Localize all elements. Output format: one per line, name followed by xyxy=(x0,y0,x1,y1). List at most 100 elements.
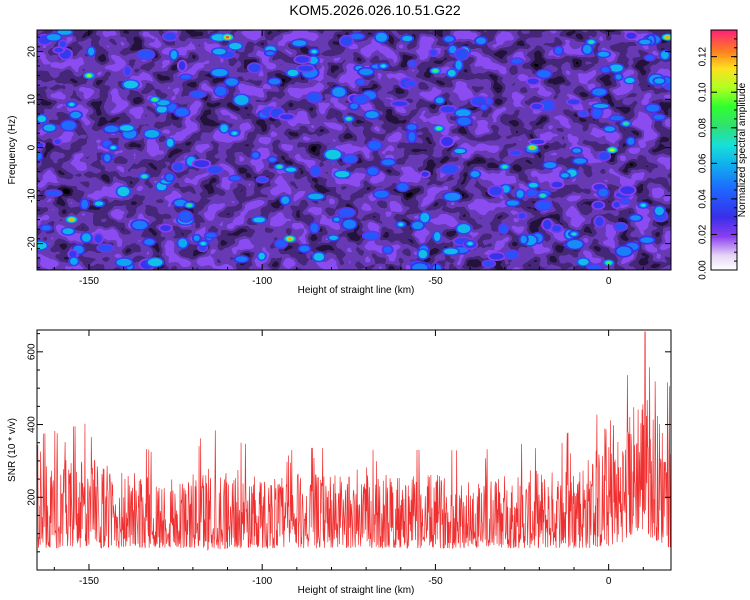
spectrum-blob-core xyxy=(248,63,261,73)
spectrum-blob-core xyxy=(544,162,557,169)
spectrum-blob-core xyxy=(178,238,188,248)
top-x-axis-label: Height of straight line (km) xyxy=(298,285,415,296)
spectrum-hotspot xyxy=(498,163,511,171)
spectrum-hotspot xyxy=(65,216,78,224)
x-tick-label: -50 xyxy=(428,276,443,287)
spectrum-blob-core xyxy=(193,160,210,168)
spectrum-blob-core xyxy=(409,60,415,67)
bottom-y-axis: 200 400 600 xyxy=(27,333,671,553)
spectrum-blob-core xyxy=(435,97,444,104)
spectrum-blob-core xyxy=(470,171,480,178)
spectrum-blob-core xyxy=(392,101,408,106)
hotspot-layer xyxy=(37,30,671,270)
spectrum-blob-core xyxy=(307,92,321,102)
colorbar-tick-label: 0.02 xyxy=(698,224,709,244)
snr-frame xyxy=(36,329,672,571)
y-tick-label: 0 xyxy=(27,144,38,150)
spectrum-hotspot xyxy=(637,201,650,209)
spectrum-blob-core xyxy=(397,183,408,191)
spectrum-hotspot xyxy=(308,48,321,56)
colorbar-gradient xyxy=(710,29,738,271)
spectrum-blob-core xyxy=(215,86,227,96)
spectrum-blob-core xyxy=(368,141,381,150)
spectrum-blob-core xyxy=(41,225,51,231)
spectrum-blob-core xyxy=(583,44,592,54)
colorbar-ticks: 0.00 0.02 0.04 0.06 0.08 0.10 0.12 xyxy=(698,38,737,280)
spectrum-blob-core xyxy=(70,257,78,265)
spectrum-blob-core xyxy=(88,47,95,56)
spectrum-blob-core xyxy=(123,80,138,89)
spectrum-hotspot xyxy=(228,129,241,137)
spectrum-blob-core xyxy=(266,51,275,56)
spectrum-blob-core xyxy=(599,152,610,161)
spectrum-blob-core xyxy=(627,137,635,145)
spectrum-blob-core xyxy=(480,104,487,110)
spectrum-blob-core xyxy=(229,42,242,50)
spectrum-blob-core xyxy=(220,124,228,133)
spectrum-hotspot xyxy=(585,38,598,46)
spectrum-blob-core xyxy=(365,111,379,119)
spectrum-blob-core xyxy=(654,78,665,84)
spectrum-blob-core xyxy=(310,223,319,233)
spectrum-blob-core xyxy=(325,149,341,160)
spectrum-blob-core xyxy=(94,201,104,206)
spectrum-blob-core xyxy=(116,258,132,266)
colorbar-tick-label: 0.04 xyxy=(698,189,709,209)
spectrum-blob-core xyxy=(157,100,170,106)
spectrum-blob-core xyxy=(311,166,320,176)
spectrum-blob-core xyxy=(298,65,314,72)
spectrum-blob-core xyxy=(81,199,88,209)
spectrum-blob-core xyxy=(483,261,495,267)
spectrum-blob-core xyxy=(70,111,82,119)
x-tick-label: -150 xyxy=(79,576,99,587)
spectrum-blob-core xyxy=(178,61,186,71)
spectrum-blob-core xyxy=(308,193,324,200)
spectrum-blob-core xyxy=(144,130,160,138)
spectrum-blob-core xyxy=(654,206,664,216)
spectrum-blob-core xyxy=(421,171,429,177)
spectrum-blob-core xyxy=(205,233,217,238)
y-tick-label: 10 xyxy=(27,94,38,106)
spectrum-hotspot xyxy=(661,33,671,41)
spectrum-blob-core xyxy=(120,125,134,131)
spectrum-blob-core xyxy=(537,70,551,78)
spectrum-blob-core xyxy=(54,47,64,53)
spectrum-blob-core xyxy=(166,138,174,147)
x-tick-label: 0 xyxy=(606,576,612,587)
spectrum-blob-core xyxy=(211,69,228,77)
spectrum-blob-core xyxy=(268,157,276,162)
spectrum-blob-core xyxy=(285,167,296,172)
spectrum-blob-core xyxy=(455,60,462,70)
top-y-axis: -20 -10 0 10 20 xyxy=(27,36,671,269)
spectrum-blob-core xyxy=(527,78,539,85)
spectrum-blob-core xyxy=(536,201,551,210)
spectrum-hotspot xyxy=(65,100,78,108)
spectrum-blob-core xyxy=(456,49,468,60)
spectrum-blob-core xyxy=(57,30,72,35)
bottom-x-axis: -150 -100 -50 0 xyxy=(53,330,644,587)
spectrum-hotspot xyxy=(221,33,234,41)
spectrum-blob-core xyxy=(593,202,604,209)
spectrum-blob-core xyxy=(639,39,651,45)
spectrum-blob-core xyxy=(598,51,610,57)
colorbar-tick-label: 0.10 xyxy=(698,82,709,102)
spectrum-blob-core xyxy=(281,196,290,204)
spectrum-hotspot xyxy=(342,115,355,123)
spectrum-blob-core xyxy=(601,67,610,73)
spectrum-blob-core xyxy=(363,232,379,240)
x-tick-label: -100 xyxy=(252,276,272,287)
spectrum-blob-core xyxy=(124,66,131,76)
spectrum-blob-core xyxy=(62,228,74,235)
spectrum-blob-core xyxy=(375,32,387,42)
spectrum-blob-core xyxy=(170,50,178,60)
spectrum-blob-core xyxy=(593,104,609,108)
spectrum-blob-core xyxy=(46,190,61,196)
snr-series-line xyxy=(37,331,671,551)
spectrum-blob-core xyxy=(156,105,167,113)
spectrum-blob-core xyxy=(43,124,56,132)
spectrum-blob-core xyxy=(193,235,200,242)
spectrum-hotspot xyxy=(606,146,619,154)
spectrum-blob-core xyxy=(420,212,430,223)
spectrum-blob-core xyxy=(160,225,171,232)
spectrum-blob-core xyxy=(61,120,76,131)
